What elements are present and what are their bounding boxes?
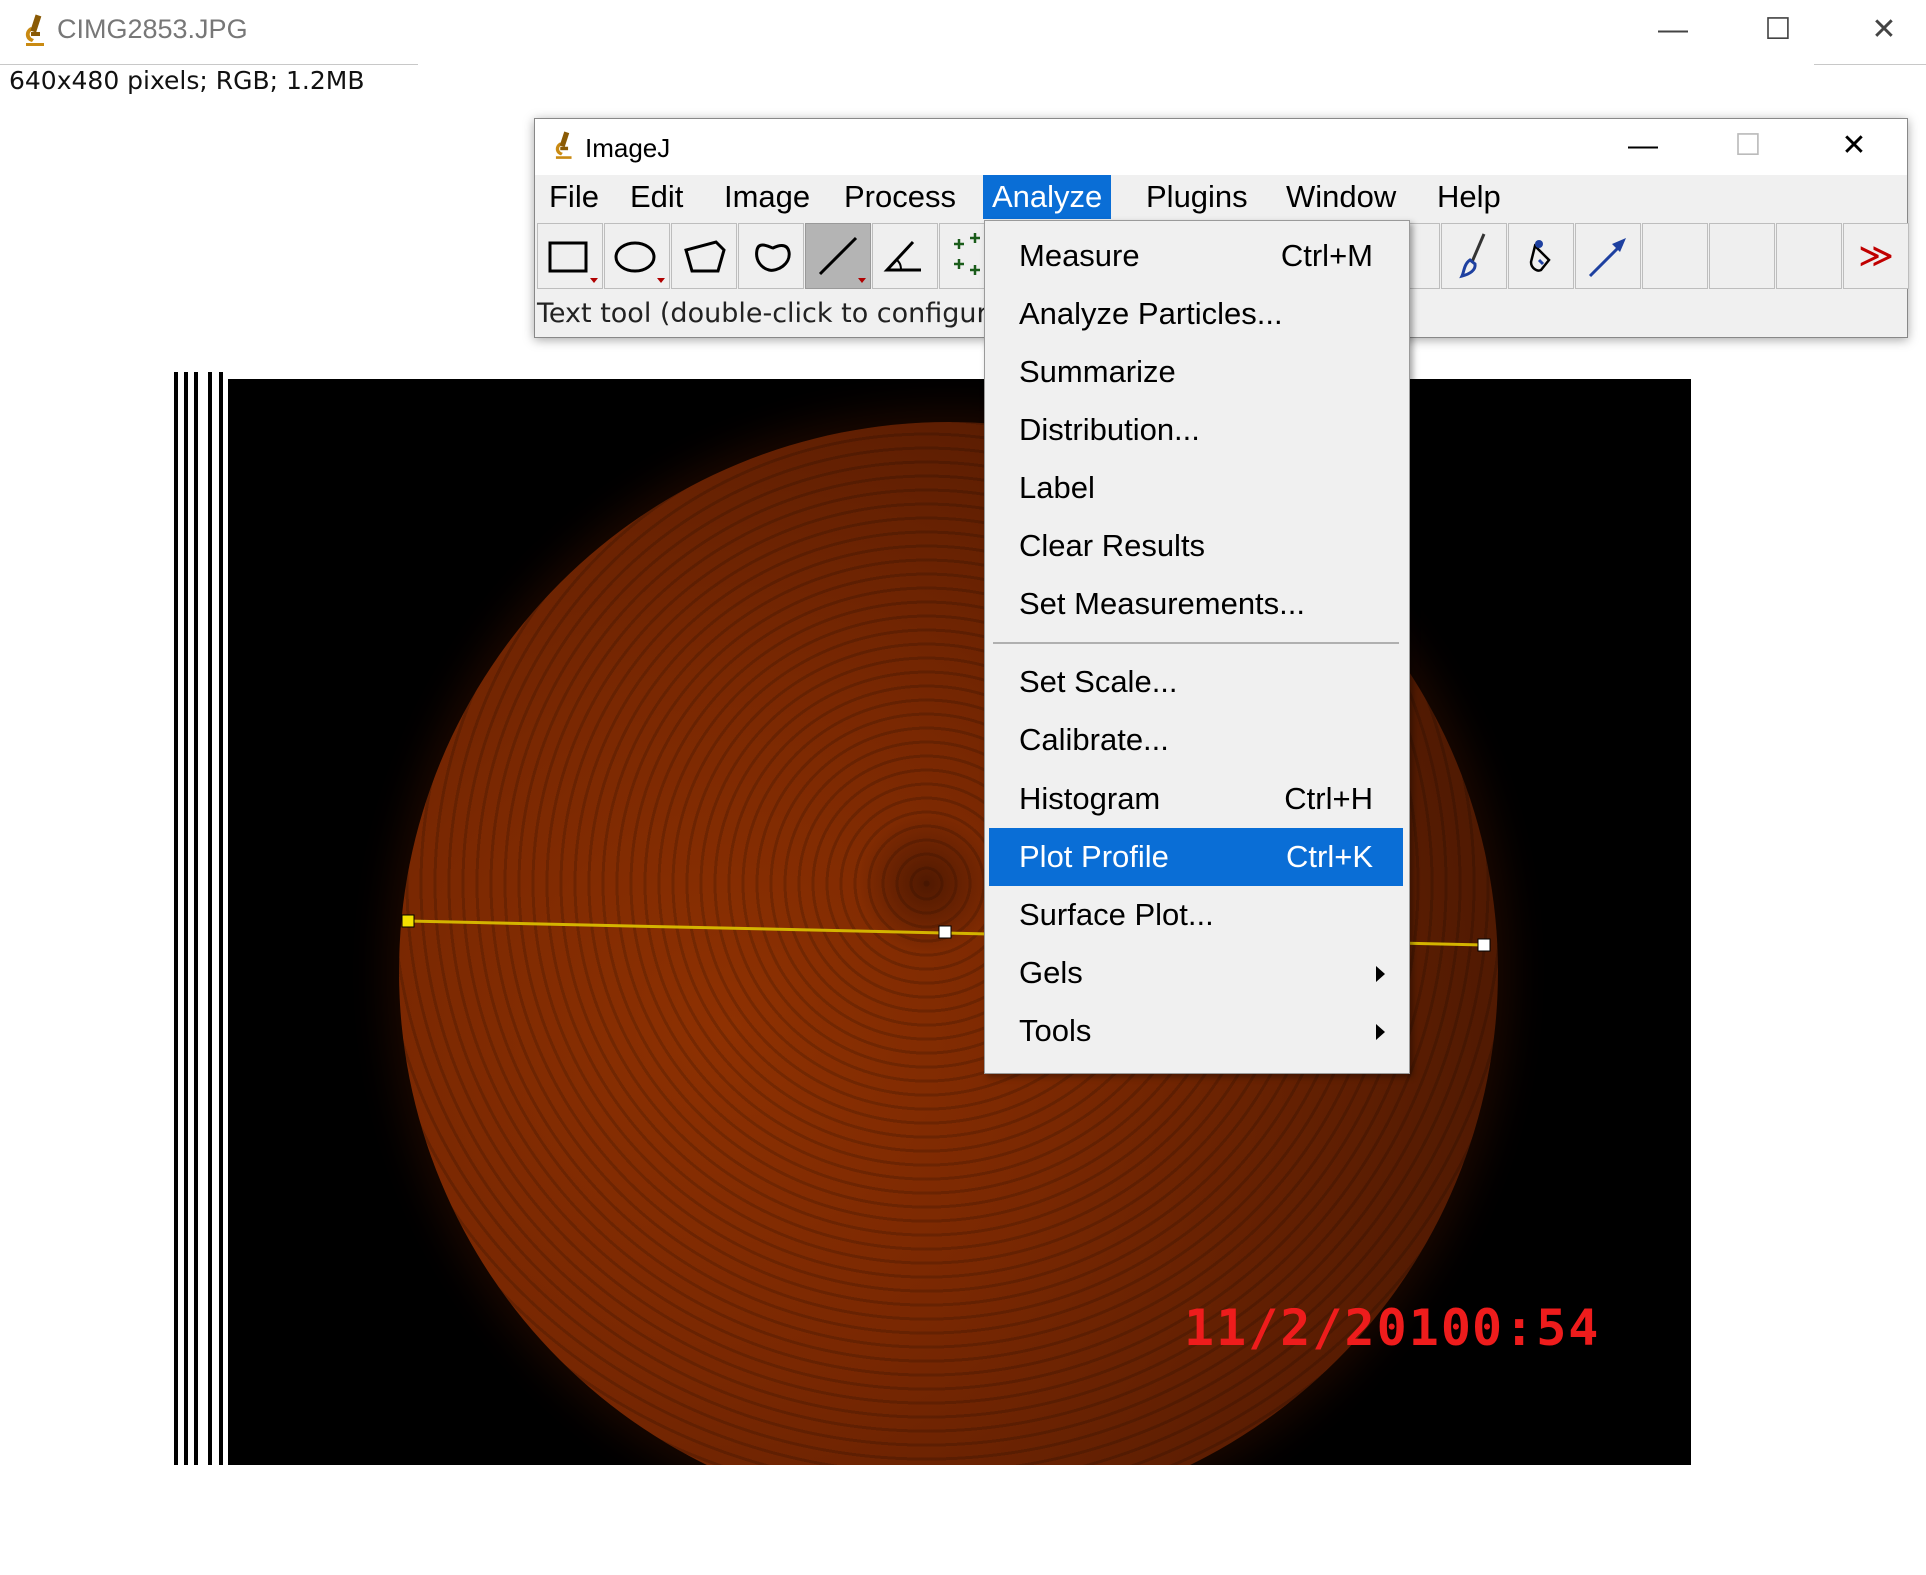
oval-tool-icon	[614, 241, 665, 283]
menu-file[interactable]: File	[549, 179, 599, 214]
empty-tool-slot[interactable]	[1776, 223, 1842, 289]
menu-item-surface-plot[interactable]: Surface Plot...	[1019, 897, 1214, 932]
menu-item-set-scale[interactable]: Set Scale...	[1019, 664, 1178, 699]
maximize-button[interactable]: ☐	[1764, 13, 1792, 46]
title-divider	[1814, 64, 1926, 65]
rectangle-tool-icon	[548, 241, 598, 283]
dropper-tool-button[interactable]	[1508, 223, 1574, 289]
menu-item-calibrate[interactable]: Calibrate...	[1019, 722, 1169, 757]
arrow-tool-icon	[1588, 238, 1626, 278]
menu-item-label[interactable]: Label	[1019, 470, 1095, 505]
line-tool-button[interactable]	[805, 223, 871, 289]
menu-item-histogram[interactable]: Histogram Ctrl+H	[1019, 781, 1373, 816]
point-tool-icon	[954, 233, 980, 275]
more-tools-button[interactable]: ≫	[1843, 223, 1909, 289]
polygon-tool-icon	[684, 240, 726, 273]
empty-tool-slot[interactable]	[1642, 223, 1708, 289]
menu-separator	[993, 642, 1399, 644]
menu-item-clear-results[interactable]: Clear Results	[1019, 528, 1206, 563]
imagej-minimize-button[interactable]: —	[1628, 129, 1658, 162]
minimize-button[interactable]: —	[1658, 13, 1688, 46]
border-line	[184, 372, 188, 1465]
menu-analyze[interactable]: Analyze	[983, 175, 1112, 219]
photo-time-stamp: 0:54	[1472, 1299, 1601, 1357]
arrow-tool-button[interactable]	[1575, 223, 1641, 289]
menu-item-set-measurements[interactable]: Set Measurements...	[1019, 586, 1306, 621]
menu-item-distribution[interactable]: Distribution...	[1019, 412, 1200, 447]
title-divider	[0, 64, 418, 65]
menu-item-summarize[interactable]: Summarize	[1019, 354, 1176, 389]
border-line	[208, 372, 212, 1465]
line-selection[interactable]	[228, 379, 1691, 1465]
imagej-title: ImageJ	[585, 133, 671, 163]
menu-edit[interactable]: Edit	[630, 179, 684, 214]
line-tool-icon	[818, 236, 866, 283]
imagej-microscope-icon	[555, 131, 572, 159]
dropper-tool-icon	[1529, 240, 1551, 272]
submenu-arrow-icon	[1376, 1024, 1385, 1040]
image-window-titlebar: CIMG2853.JPG — ☐ ✕	[0, 0, 1926, 64]
angle-tool-button[interactable]	[872, 223, 938, 289]
imagej-maximize-button[interactable]: ☐	[1734, 129, 1762, 162]
rectangle-tool-button[interactable]	[537, 223, 603, 289]
menu-bar: File Edit Image Process Analyze Plugins …	[535, 175, 1907, 219]
status-bar: Text tool (double-click to configure	[537, 298, 987, 329]
border-line	[219, 372, 223, 1465]
menu-item-analyze-particles[interactable]: Analyze Particles...	[1019, 296, 1283, 331]
brush-tool-icon	[1459, 233, 1486, 279]
analyze-menu-dropdown: Measure Ctrl+M Analyze Particles... Summ…	[984, 220, 1410, 1074]
brush-tool-button[interactable]	[1441, 223, 1507, 289]
empty-tool-slot[interactable]	[1709, 223, 1775, 289]
menu-item-gels[interactable]: Gels	[989, 944, 1403, 1002]
tool-bar: ≫	[535, 223, 1909, 291]
imagej-close-button[interactable]: ✕	[1841, 129, 1867, 162]
menu-item-plot-profile[interactable]: Plot Profile Ctrl+K	[989, 828, 1403, 886]
border-line	[194, 372, 198, 1465]
menu-window[interactable]: Window	[1286, 179, 1397, 214]
photo-image[interactable]: 11/2/2010 0:54	[228, 379, 1691, 1465]
line-start-handle[interactable]	[401, 914, 415, 928]
border-line	[174, 372, 178, 1465]
menu-plugins[interactable]: Plugins	[1146, 179, 1248, 214]
photo-date-stamp: 11/2/2010	[1184, 1299, 1473, 1357]
freehand-tool-button[interactable]	[738, 223, 804, 289]
menu-process[interactable]: Process	[844, 179, 956, 214]
polygon-tool-button[interactable]	[671, 223, 737, 289]
line-end-handle[interactable]	[1477, 938, 1491, 952]
menu-item-tools[interactable]: Tools	[989, 1002, 1403, 1060]
oval-tool-button[interactable]	[604, 223, 670, 289]
imagej-titlebar: ImageJ — ☐ ✕	[535, 119, 1907, 175]
image-canvas[interactable]: 11/2/2010 0:54	[172, 372, 1691, 1465]
image-window-title: CIMG2853.JPG	[57, 14, 248, 44]
menu-help[interactable]: Help	[1437, 179, 1501, 214]
submenu-arrow-icon	[1376, 966, 1385, 982]
angle-tool-icon	[883, 240, 921, 272]
menu-item-measure[interactable]: Measure Ctrl+M	[1019, 238, 1373, 273]
menu-image[interactable]: Image	[724, 179, 811, 214]
image-info-label: 640x480 pixels; RGB; 1.2MB	[9, 66, 365, 95]
imagej-microscope-icon	[25, 14, 44, 46]
line-mid-handle[interactable]	[938, 925, 952, 939]
freehand-tool-icon	[755, 243, 791, 272]
close-button[interactable]: ✕	[1871, 13, 1897, 46]
